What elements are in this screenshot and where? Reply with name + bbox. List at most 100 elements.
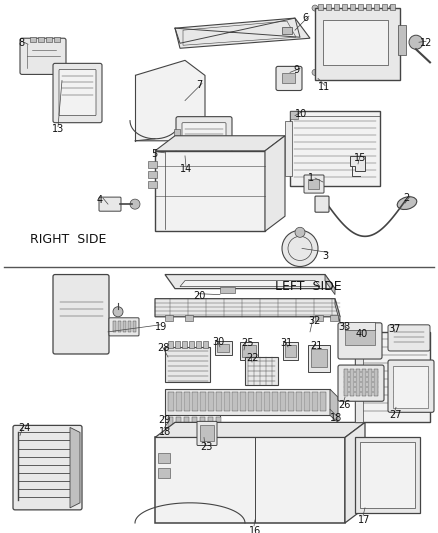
Bar [355, 332, 363, 422]
FancyBboxPatch shape [53, 274, 109, 354]
Bar [158, 467, 170, 478]
Bar [165, 315, 173, 321]
Text: 4: 4 [97, 195, 103, 205]
Bar [362, 369, 366, 396]
Circle shape [113, 306, 123, 317]
Bar [318, 4, 323, 10]
Polygon shape [240, 342, 258, 360]
Circle shape [407, 498, 413, 504]
Polygon shape [315, 8, 400, 80]
Polygon shape [265, 136, 285, 231]
Bar [176, 392, 182, 411]
Text: 15: 15 [354, 153, 366, 163]
Bar [184, 417, 189, 427]
Bar [208, 392, 214, 411]
Bar [38, 37, 44, 42]
Text: 37: 37 [388, 324, 400, 334]
Ellipse shape [397, 197, 417, 209]
Bar [398, 25, 406, 55]
FancyBboxPatch shape [388, 360, 434, 413]
Bar [358, 4, 363, 10]
Bar [232, 392, 238, 411]
FancyBboxPatch shape [304, 175, 324, 193]
Text: 2: 2 [403, 193, 409, 203]
Bar [382, 4, 387, 10]
Text: 11: 11 [318, 83, 330, 92]
Polygon shape [155, 298, 340, 317]
Bar [113, 321, 116, 332]
FancyBboxPatch shape [182, 123, 226, 157]
Text: 33: 33 [338, 322, 350, 332]
Bar [192, 392, 198, 411]
Bar [330, 315, 338, 321]
Circle shape [312, 69, 318, 76]
Text: LEFT  SIDE: LEFT SIDE [275, 280, 342, 293]
Bar [182, 341, 187, 348]
Bar [290, 111, 298, 119]
Text: 40: 40 [356, 329, 368, 339]
FancyBboxPatch shape [197, 422, 217, 446]
Bar [393, 366, 428, 408]
Text: 28: 28 [157, 343, 170, 353]
Bar [304, 392, 310, 411]
Polygon shape [155, 151, 265, 231]
Bar [168, 341, 173, 348]
Bar [390, 4, 395, 10]
Text: 27: 27 [389, 410, 402, 421]
Bar [342, 4, 347, 10]
Bar [148, 161, 157, 168]
Polygon shape [165, 415, 220, 430]
Polygon shape [175, 18, 310, 49]
Polygon shape [290, 111, 380, 186]
Bar [320, 392, 326, 411]
Bar [242, 345, 256, 357]
Text: 5: 5 [151, 149, 157, 159]
Bar [366, 4, 371, 10]
Polygon shape [308, 345, 330, 372]
Circle shape [362, 447, 368, 453]
Text: 8: 8 [18, 38, 24, 48]
Bar [184, 392, 190, 411]
Text: 9: 9 [293, 66, 299, 75]
Circle shape [295, 227, 305, 237]
FancyBboxPatch shape [13, 425, 82, 510]
Bar [282, 74, 295, 84]
Bar [200, 425, 214, 441]
Text: 19: 19 [155, 322, 167, 332]
Circle shape [407, 447, 413, 453]
Bar [148, 171, 157, 178]
Polygon shape [165, 274, 335, 289]
Polygon shape [345, 422, 365, 523]
Bar [288, 392, 294, 411]
Polygon shape [350, 156, 365, 171]
Bar [123, 321, 126, 332]
Circle shape [282, 230, 318, 266]
Polygon shape [135, 60, 205, 141]
Bar [46, 37, 52, 42]
Bar [54, 37, 60, 42]
Circle shape [362, 498, 368, 504]
Bar [280, 392, 286, 411]
Circle shape [389, 5, 395, 11]
Polygon shape [155, 422, 365, 438]
FancyBboxPatch shape [176, 117, 232, 163]
Bar [334, 4, 339, 10]
Polygon shape [155, 438, 345, 523]
Text: 24: 24 [18, 423, 30, 433]
Polygon shape [345, 329, 375, 345]
Polygon shape [155, 136, 285, 151]
Bar [350, 369, 354, 396]
Bar [216, 392, 222, 411]
Bar [189, 341, 194, 348]
Bar [168, 392, 174, 411]
Circle shape [314, 510, 326, 522]
Bar [344, 369, 348, 396]
Bar [368, 369, 372, 396]
Bar [128, 321, 131, 332]
Bar [220, 287, 235, 293]
Polygon shape [345, 322, 375, 330]
Polygon shape [355, 332, 430, 422]
Bar [200, 392, 206, 411]
FancyBboxPatch shape [53, 63, 102, 123]
Polygon shape [165, 347, 210, 382]
